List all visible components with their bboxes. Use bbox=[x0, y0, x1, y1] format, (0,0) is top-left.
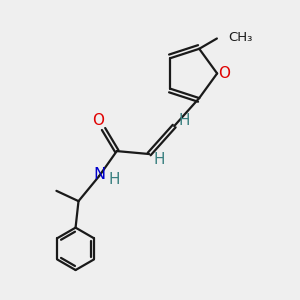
Text: H: H bbox=[154, 152, 165, 167]
Text: O: O bbox=[218, 66, 230, 81]
Text: CH₃: CH₃ bbox=[228, 31, 253, 44]
Text: O: O bbox=[92, 113, 104, 128]
Text: N: N bbox=[94, 167, 106, 182]
Text: H: H bbox=[109, 172, 120, 187]
Text: H: H bbox=[179, 113, 190, 128]
